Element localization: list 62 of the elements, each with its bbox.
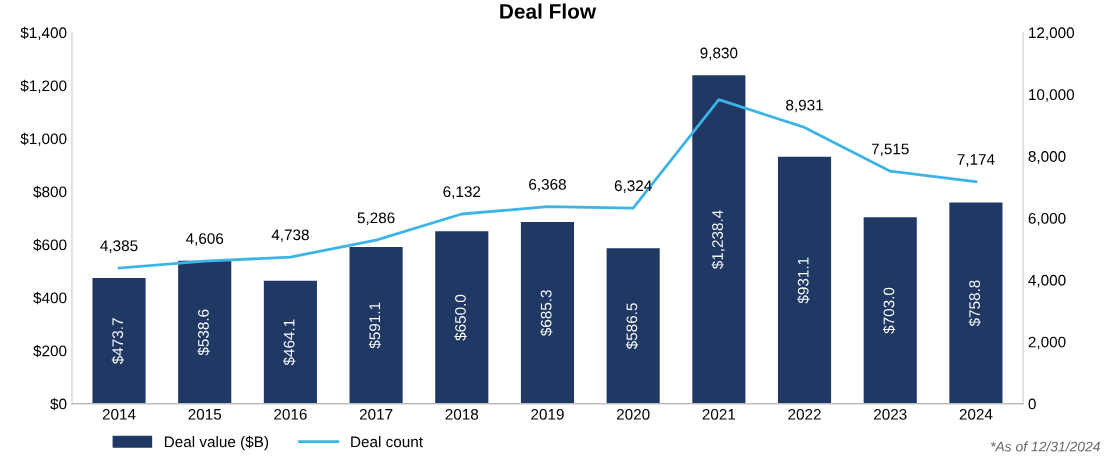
legend-label: Deal value ($B): [164, 435, 269, 451]
data-label: $650.0: [454, 294, 467, 341]
x-tick-label: 2015: [188, 408, 222, 420]
y-tick-label: $1,400: [20, 26, 67, 40]
y2-tick-label: 2,000: [1028, 336, 1066, 350]
y2-tick-label: 6,000: [1028, 212, 1066, 226]
data-label: $591.1: [368, 302, 382, 349]
x-tick-label: 2021: [702, 408, 736, 420]
data-label: 7,174: [957, 154, 995, 167]
y2-tick-label: 12,000: [1029, 27, 1075, 40]
x-tick-label: 2023: [874, 408, 907, 420]
y2-tick-label: 4,000: [1028, 274, 1066, 288]
x-tick-label: 2024: [959, 408, 993, 420]
data-label: $685.3: [540, 290, 553, 337]
data-label: 4,385: [100, 240, 138, 253]
y2-tick-label: 8,000: [1028, 151, 1066, 164]
bar: [349, 246, 403, 404]
data-label: $586.5: [625, 303, 639, 350]
bar: [178, 260, 232, 404]
bar: [92, 278, 146, 404]
data-label: $464.1: [283, 319, 296, 366]
data-label: $931.1: [797, 257, 810, 304]
bar: [435, 231, 489, 404]
y-tick-label: $400: [33, 291, 67, 305]
data-label: 4,738: [271, 229, 309, 243]
data-label: $473.7: [111, 318, 125, 365]
data-label: 6,368: [529, 178, 566, 192]
bar: [606, 248, 660, 404]
y2-tick-label: 10,000: [1029, 89, 1075, 102]
x-tick-label: 2022: [788, 408, 821, 420]
x-tick-label: 2016: [274, 408, 307, 420]
text: *As of 12/31/2024: [990, 441, 1100, 452]
y-tick-label: $600: [33, 238, 67, 252]
data-label: 6,132: [443, 186, 481, 199]
data-label: 9,830: [700, 47, 738, 61]
y-tick-label: $200: [33, 344, 67, 358]
data-label: 8,931: [786, 99, 823, 113]
x-tick-label: 2018: [445, 408, 479, 420]
data-label: 7,515: [871, 143, 909, 157]
y-tick-label: $1,000: [20, 132, 67, 147]
legend-label: Deal count: [351, 436, 423, 448]
y-tick-label: $800: [33, 185, 67, 199]
bar: [520, 221, 575, 404]
data-label: $703.0: [882, 287, 896, 334]
chart-title: Deal Flow: [500, 3, 597, 19]
x-tick-label: 2019: [531, 408, 564, 420]
bar: [692, 75, 746, 404]
y2-tick-label: 0: [1028, 398, 1036, 410]
bar: [777, 156, 832, 404]
data-label: $1,238.4: [711, 210, 725, 270]
bar: [949, 202, 1003, 404]
data-label: $538.6: [197, 309, 210, 356]
y-tick-label: $1,200: [20, 79, 67, 93]
x-tick-label: 2020: [616, 408, 650, 420]
y-tick-label: $0: [50, 397, 67, 411]
data-label: 5,286: [357, 212, 395, 226]
data-label: 4,606: [185, 233, 224, 246]
bar: [863, 217, 917, 404]
bar: [263, 280, 317, 404]
data-label: $758.8: [968, 280, 981, 327]
x-tick-label: 2014: [102, 408, 136, 420]
x-tick-label: 2017: [359, 408, 393, 420]
